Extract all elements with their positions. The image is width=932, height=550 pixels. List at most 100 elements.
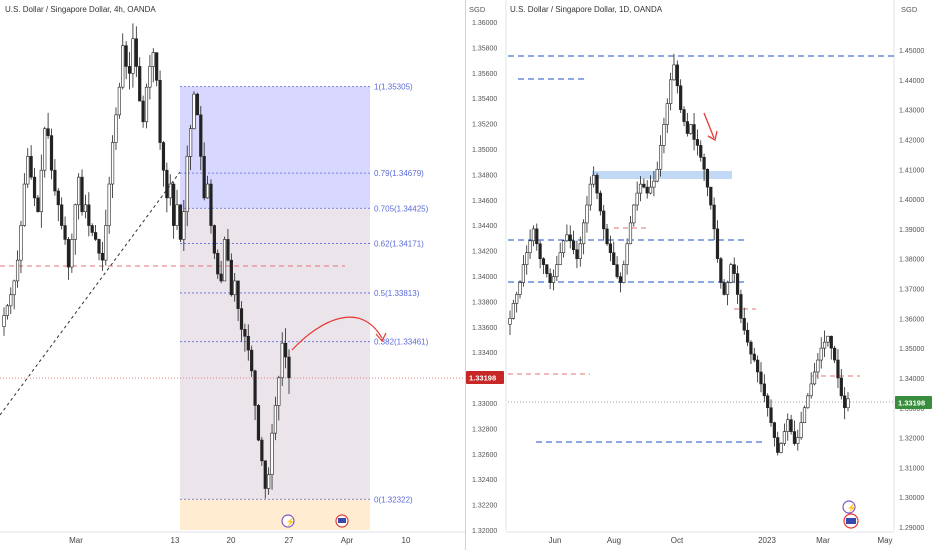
fib-level-label: 0(1.32322): [374, 495, 413, 504]
candle-body: [695, 139, 700, 146]
candle-body: [809, 383, 813, 397]
candle-body: [178, 204, 183, 240]
candle-body: [789, 419, 793, 432]
candle-body: [675, 64, 679, 87]
candle-body: [792, 431, 797, 444]
candle-body: [87, 204, 91, 226]
x-tick-label: Jun: [549, 536, 562, 545]
candle-body: [632, 204, 636, 224]
chart-title: U.S. Dollar / Singapore Dollar, 1D, OAND…: [510, 5, 663, 14]
candle-body: [12, 280, 16, 296]
candle-body: [107, 183, 111, 226]
chart-4h-svg[interactable]: 1(1.35305) 0.79(1.34679) 0.705(1.34425) 0.6…: [0, 0, 465, 550]
candle-body: [172, 183, 176, 226]
candle-body: [575, 249, 579, 259]
candle-body: [131, 38, 135, 74]
candle-body: [571, 240, 576, 251]
candle-body: [699, 145, 703, 158]
candle-body: [846, 398, 850, 409]
left-axis-tick: 1.35800: [472, 45, 497, 52]
candle-body: [822, 341, 827, 349]
candle-body: [199, 114, 203, 157]
candle-body: [56, 190, 60, 206]
candle-body: [73, 204, 77, 240]
chart-1d-svg[interactable]: SGD 1.36000 1.35800 1.35600 1.35400 1.35200 1.…: [466, 0, 932, 550]
candle-body: [746, 329, 750, 343]
candle-body: [528, 240, 532, 254]
chart-4h-panel[interactable]: 1(1.35305) 0.79(1.34679) 0.705(1.34425) 0.6…: [0, 0, 465, 550]
candle-body: [9, 294, 13, 307]
candle-body: [702, 157, 706, 170]
candle-body: [538, 243, 542, 259]
candle-body: [226, 239, 230, 261]
candle-body: [83, 204, 88, 213]
right-axis-tick: 1.41000: [899, 167, 924, 174]
candle-body: [685, 121, 689, 134]
candle-body: [90, 225, 94, 233]
candle-body: [612, 252, 616, 265]
candle-body: [719, 258, 723, 283]
candle-body: [80, 176, 84, 213]
candle-body: [665, 103, 669, 125]
candle-body: [127, 66, 132, 74]
candle-body: [195, 93, 199, 116]
candle-body: [36, 197, 40, 213]
candle-body: [669, 79, 673, 104]
candle-body: [280, 342, 284, 379]
candle-body: [121, 45, 125, 88]
candle-body: [77, 176, 81, 206]
right-axis-tick: 1.36000: [899, 316, 924, 323]
candle-body: [712, 204, 716, 230]
down-arrowhead: [707, 130, 718, 142]
candle-body: [602, 210, 606, 230]
candle-body: [732, 264, 736, 274]
supply-zone: [592, 171, 732, 179]
candle-body: [585, 204, 589, 224]
candle-body: [97, 239, 101, 254]
projection-arrowhead: [375, 332, 387, 343]
candle-body: [202, 156, 206, 199]
candle-body: [29, 156, 33, 178]
candle-body: [229, 259, 233, 296]
right-axis-tick: 1.32000: [899, 436, 924, 443]
left-axis-tick: 1.32600: [472, 452, 497, 459]
candle-body: [545, 264, 549, 274]
left-axis-tick: 1.33400: [472, 350, 497, 357]
candle-body: [94, 232, 98, 240]
candle-body: [598, 192, 602, 212]
candle-body: [155, 52, 159, 81]
chart-1d-panel[interactable]: SGD 1.36000 1.35800 1.35600 1.35400 1.35200 1.…: [466, 0, 932, 550]
candle-body: [548, 273, 552, 283]
candle-body: [762, 383, 766, 397]
candle-body: [60, 204, 64, 226]
candle-body: [618, 276, 623, 283]
left-price-tag-label: 1.33198: [469, 374, 496, 383]
fib-zone-middle: [180, 208, 370, 500]
candle-body: [782, 431, 787, 444]
fib-level-label: 0.62(1.34171): [374, 239, 424, 248]
candle-body: [709, 186, 713, 206]
candle-body: [287, 356, 291, 379]
candle-body: [592, 174, 596, 185]
right-axis-tick: 1.45000: [899, 48, 924, 55]
candle-body: [233, 280, 237, 296]
candle-body: [638, 183, 643, 194]
right-axis-tick: 1.44000: [899, 78, 924, 85]
candle-body: [222, 239, 227, 282]
candle-body: [26, 156, 30, 185]
event-icon: [842, 500, 856, 514]
x-tick-label: Mar: [816, 536, 830, 545]
candle-body: [541, 258, 546, 265]
candle-body: [5, 305, 9, 316]
candle-body: [786, 419, 790, 432]
right-axis-tick: 1.43000: [899, 108, 924, 115]
candle-body: [578, 243, 582, 259]
fib-level-label: 0.5(1.33813): [374, 289, 420, 298]
candle-body: [66, 239, 71, 268]
left-axis-tick: 1.36000: [472, 20, 497, 27]
candle-body: [796, 437, 800, 444]
candle-body: [141, 100, 145, 123]
candle-body: [833, 347, 837, 361]
candle-body: [277, 377, 281, 406]
right-axis-tick: 1.42000: [899, 137, 924, 144]
